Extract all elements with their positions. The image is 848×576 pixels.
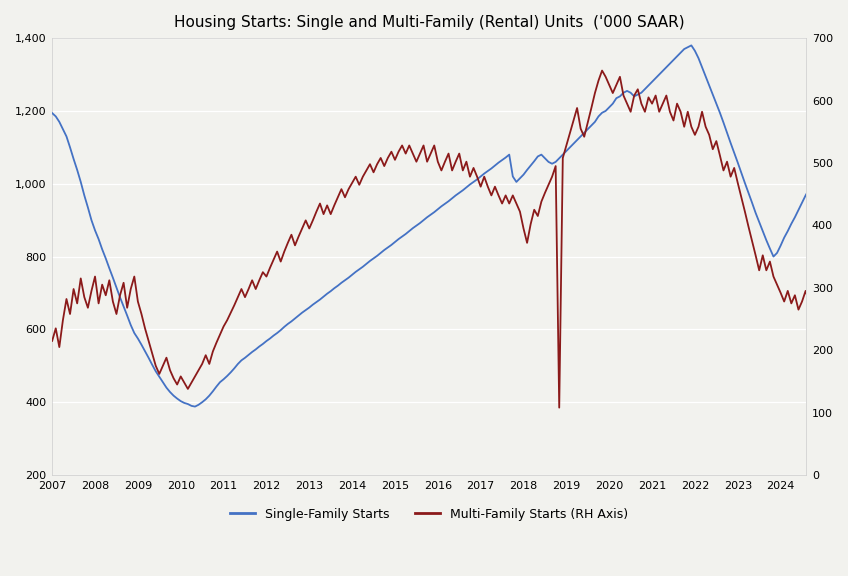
Legend: Single-Family Starts, Multi-Family Starts (RH Axis): Single-Family Starts, Multi-Family Start… [226, 503, 633, 525]
Title: Housing Starts: Single and Multi-Family (Rental) Units  ('000 SAAR): Housing Starts: Single and Multi-Family … [174, 15, 684, 30]
